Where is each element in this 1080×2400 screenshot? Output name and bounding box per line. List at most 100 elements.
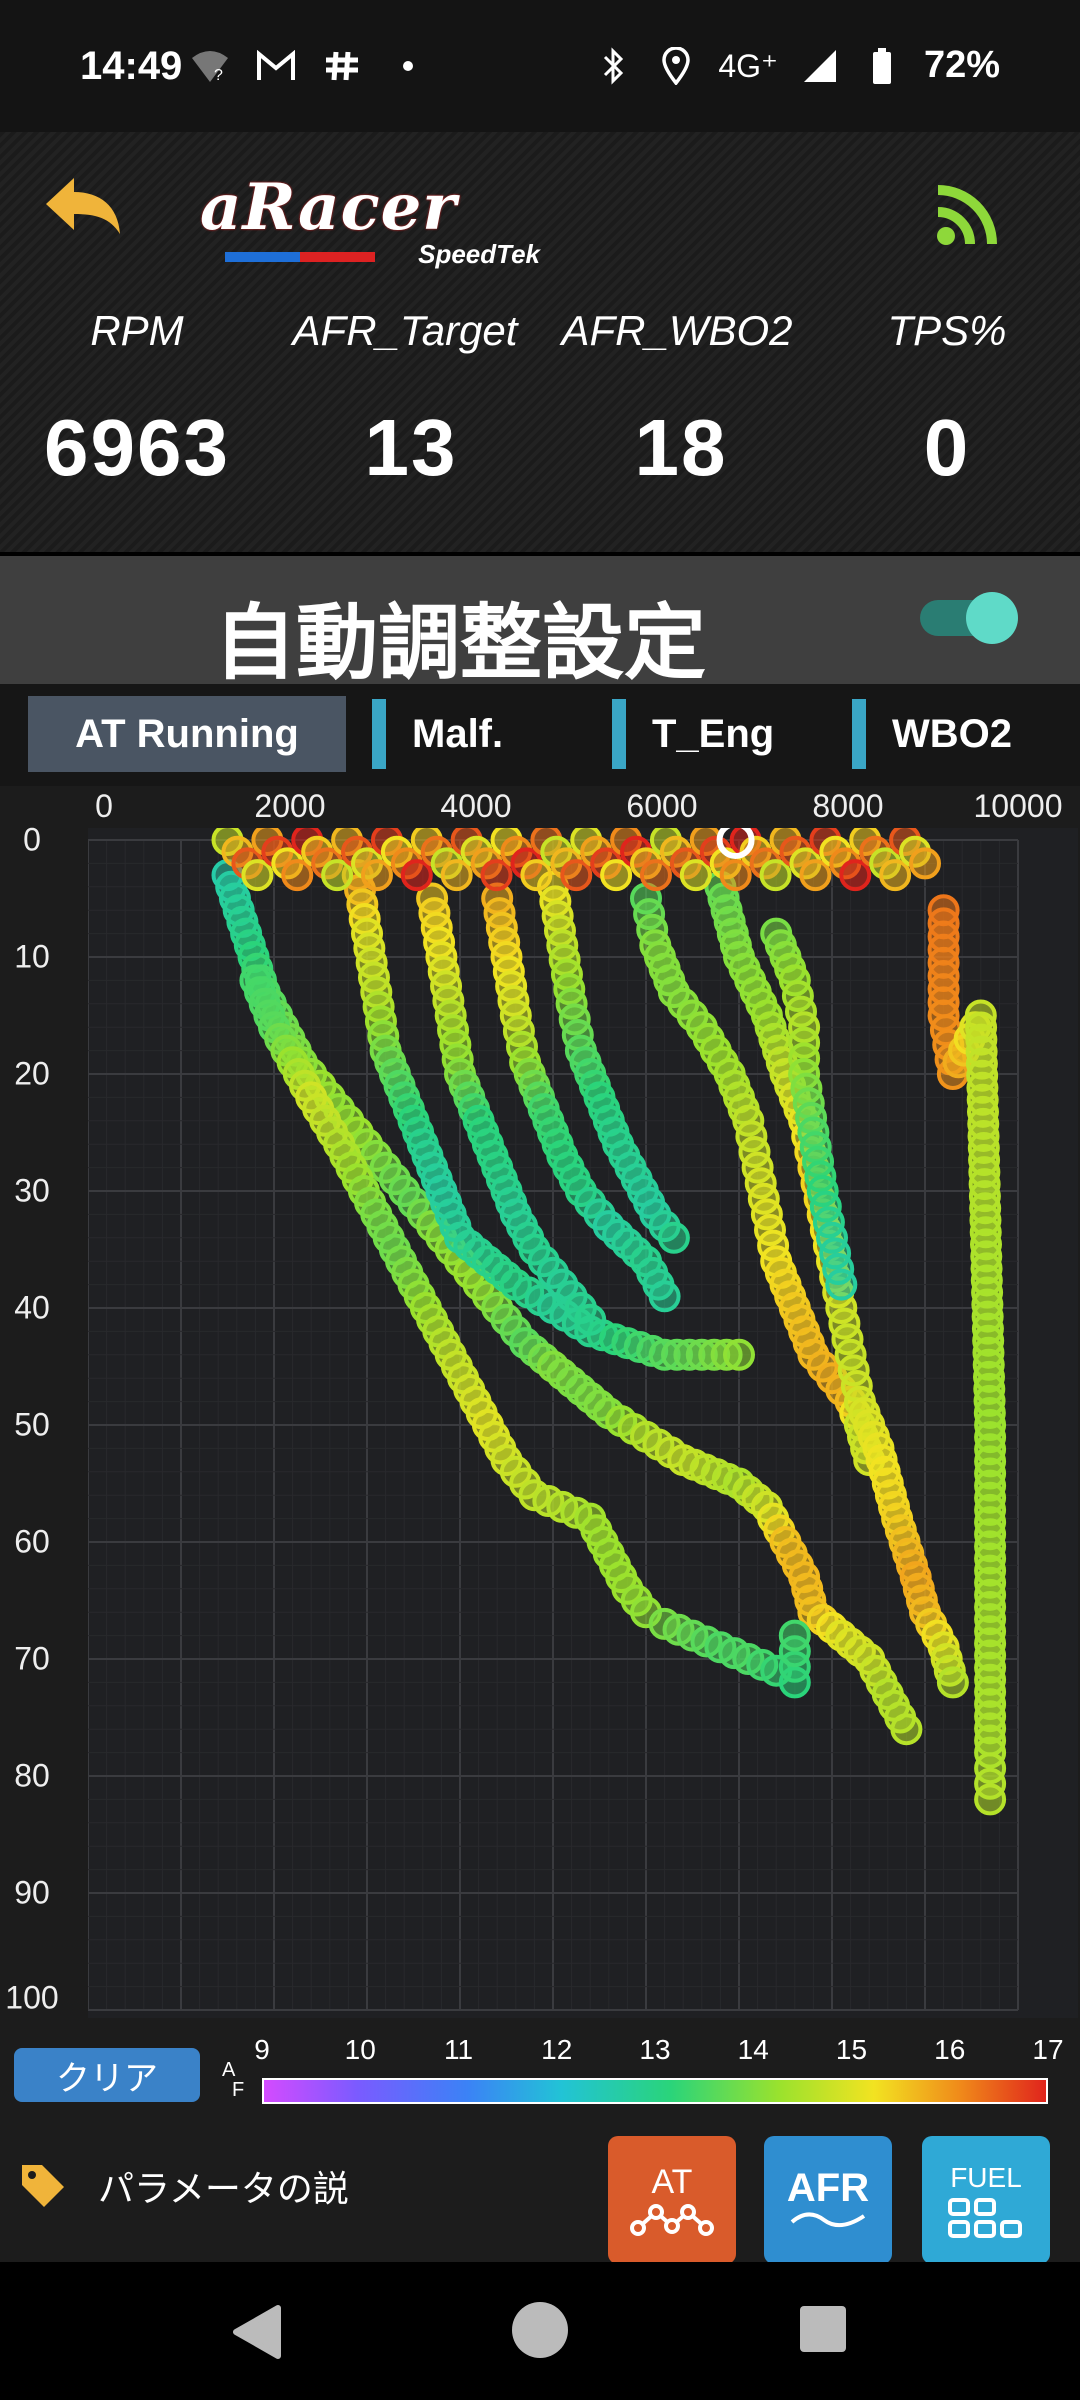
parameter-help-label: パラメータの説 bbox=[98, 2168, 349, 2209]
toggle-knob bbox=[966, 592, 1018, 644]
af-label-bottom: F bbox=[232, 2079, 245, 2101]
tab-label: T_Eng bbox=[652, 711, 775, 756]
plot-area[interactable] bbox=[87, 821, 1078, 2018]
nav-back-button[interactable] bbox=[230, 2304, 282, 2365]
at-button[interactable]: AT bbox=[608, 2136, 736, 2264]
tab-label: WBO2 bbox=[892, 711, 1012, 756]
afr-scatter-chart[interactable]: 0 2000 4000 6000 8000 10000 0 10 20 30 40 50 60 70 80… bbox=[0, 786, 1080, 2030]
parameter-help-link[interactable]: パラメータの説 bbox=[18, 2160, 349, 2212]
metric-value-tps: 0 bbox=[923, 403, 971, 492]
nav-back-icon bbox=[233, 2305, 281, 2359]
data-point bbox=[890, 1713, 923, 1746]
at-graph-icon bbox=[630, 2204, 714, 2236]
system-icons: 4G⁺ 72% bbox=[594, 44, 1000, 87]
y-tick-label: 40 bbox=[14, 1289, 50, 1326]
metric-label-rpm: RPM bbox=[90, 307, 184, 354]
data-point bbox=[974, 1783, 1007, 1816]
data-point bbox=[440, 859, 473, 892]
data-point bbox=[839, 859, 872, 892]
clear-button[interactable]: クリア bbox=[14, 2048, 200, 2102]
nav-recents-button[interactable] bbox=[800, 2306, 846, 2352]
tab-marker bbox=[852, 699, 866, 769]
afr-button[interactable]: AFR bbox=[764, 2136, 892, 2264]
fuel-button-label: FUEL bbox=[950, 2162, 1022, 2193]
more-notifications-dot-icon bbox=[388, 46, 428, 86]
data-point bbox=[560, 859, 593, 892]
data-point bbox=[520, 859, 553, 892]
tab-wbo2[interactable]: WBO2 bbox=[852, 696, 1012, 772]
afr-scale-tick: 17 bbox=[1032, 2034, 1064, 2065]
aracer-logo: aRacer SpeedTek bbox=[200, 170, 540, 270]
notification-icons: ? bbox=[190, 46, 428, 86]
data-point bbox=[936, 1666, 969, 1699]
data-point bbox=[909, 847, 941, 880]
back-button[interactable] bbox=[40, 172, 130, 252]
system-nav-bar bbox=[0, 2262, 1080, 2400]
logo-sub-text: SpeedTek bbox=[418, 239, 540, 269]
x-tick-label: 2000 bbox=[254, 788, 326, 824]
tab-marker bbox=[372, 699, 386, 769]
data-point bbox=[879, 859, 912, 892]
data-point bbox=[480, 859, 513, 892]
tab-malf[interactable]: Malf. bbox=[372, 696, 503, 772]
wifi-unknown-icon: ? bbox=[190, 46, 230, 86]
app-notification-icon bbox=[322, 46, 362, 86]
x-tick-label: 8000 bbox=[812, 788, 884, 824]
auto-adjust-toggle[interactable] bbox=[920, 592, 1018, 644]
tag-icon bbox=[22, 2165, 64, 2207]
y-tick-label: 0 bbox=[23, 821, 41, 858]
svg-text:?: ? bbox=[214, 67, 223, 84]
afr-scale-tick: 10 bbox=[344, 2034, 376, 2065]
data-point bbox=[321, 859, 354, 892]
tab-label: Malf. bbox=[412, 711, 504, 756]
location-icon bbox=[656, 46, 696, 86]
battery-percent: 72% bbox=[923, 44, 1000, 86]
metric-label-afr-wbo2: AFR_WBO2 bbox=[561, 307, 793, 354]
at-button-label: AT bbox=[651, 2163, 693, 2201]
x-tick-label: 6000 bbox=[626, 788, 698, 824]
dashboard-header: aRacer SpeedTek RPM AFR_Target AFR_WBO2 … bbox=[0, 132, 1080, 552]
data-point bbox=[679, 859, 712, 892]
nav-home-button[interactable] bbox=[512, 2302, 568, 2358]
battery-icon bbox=[862, 46, 902, 86]
tab-t-eng[interactable]: T_Eng bbox=[612, 696, 774, 772]
bottom-toolbar: パラメータの説 AT AFR FUEL bbox=[0, 2112, 1080, 2264]
tab-label: AT Running bbox=[75, 711, 299, 756]
afr-scale-tick: 16 bbox=[934, 2034, 966, 2065]
color-scale-bar: クリア A F 9 10 11 12 13 14 15 16 17 bbox=[0, 2030, 1080, 2112]
afr-scale-tick: 14 bbox=[737, 2034, 769, 2065]
y-tick-label: 30 bbox=[14, 1172, 50, 1209]
metric-value-afr-target: 13 bbox=[364, 403, 458, 492]
fuel-grid-icon bbox=[948, 2198, 1022, 2238]
network-type: 4G⁺ bbox=[718, 47, 778, 84]
y-tick-label: 20 bbox=[14, 1055, 50, 1092]
y-tick-label: 50 bbox=[14, 1406, 50, 1443]
metric-value-afr-wbo2: 18 bbox=[634, 403, 728, 492]
afr-color-gradient bbox=[262, 2078, 1048, 2104]
data-point bbox=[574, 1303, 607, 1336]
data-point bbox=[778, 1619, 811, 1652]
y-tick-label: 90 bbox=[14, 1874, 50, 1911]
metric-label-tps: TPS% bbox=[887, 307, 1007, 354]
tab-at-running[interactable]: AT Running bbox=[28, 696, 346, 772]
fuel-button[interactable]: FUEL bbox=[922, 2136, 1050, 2264]
data-point bbox=[723, 1338, 755, 1371]
y-tick-label: 100 bbox=[5, 1979, 59, 2016]
x-tick-label: 0 bbox=[95, 788, 113, 824]
tab-marker bbox=[612, 699, 626, 769]
metric-label-afr-target: AFR_Target bbox=[292, 307, 518, 354]
data-point bbox=[799, 859, 832, 892]
back-arrow-icon bbox=[46, 178, 120, 234]
cell-signal-icon bbox=[800, 46, 840, 86]
auto-adjust-title: 自動調整設定 bbox=[213, 596, 706, 691]
afr-wave-icon bbox=[790, 2212, 866, 2228]
connection-button[interactable] bbox=[930, 172, 1010, 252]
data-point bbox=[657, 1221, 690, 1254]
afr-scale-tick: 9 bbox=[254, 2034, 270, 2065]
data-point bbox=[600, 859, 633, 892]
afr-scale-tick: 13 bbox=[639, 2034, 671, 2065]
logo-stripe bbox=[225, 252, 375, 262]
afr-button-label: AFR bbox=[786, 2166, 870, 2210]
data-point bbox=[400, 859, 433, 892]
gmail-icon bbox=[256, 46, 296, 86]
